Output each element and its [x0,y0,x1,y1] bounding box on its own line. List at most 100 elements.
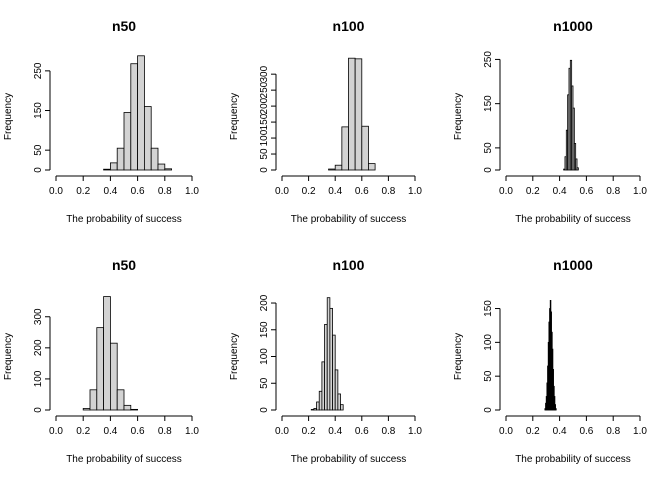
x-axis-label: The probability of success [291,214,407,225]
x-tick-label: 1.0 [185,186,199,197]
histogram-bar [150,147,159,171]
y-tick-label: 0 [483,167,494,173]
x-tick-label: 0.0 [499,186,513,197]
x-tick-label: 1.0 [633,426,647,437]
y-axis-label: Frequency [229,333,240,380]
x-tick-label: 0.2 [302,426,316,437]
y-tick-label: 100 [483,334,494,351]
histogram-bar [137,55,145,171]
histogram-panel: n1000 0.0 0.2 0.4 0.6 0.8 1.0 0 50 100 150 The prob… [453,257,647,465]
x-tick-label: 1.0 [408,426,422,437]
y-tick-label: 100 [259,348,270,365]
x-tick-label: 0.6 [579,186,593,197]
histogram-bar [576,167,579,171]
x-tick-label: 0.0 [49,186,63,197]
histogram-bar [130,408,139,411]
histogram-bar [348,57,356,171]
x-tick-label: 0.4 [103,426,117,437]
histogram-bar [103,296,111,411]
x-axis-label: The probability of success [66,454,182,465]
x-tick-label: 0.4 [328,426,342,437]
x-tick-label: 0.4 [553,186,567,197]
y-tick-label: 150 [33,102,44,119]
histogram-bar [130,63,139,171]
x-tick-label: 1.0 [185,426,199,437]
histogram-bar [164,168,173,171]
y-tick-label: 0 [33,407,44,413]
x-tick-label: 0.0 [49,426,63,437]
y-axis-label: Frequency [453,333,464,380]
y-tick-label: 100 [33,370,44,387]
histogram-bar [575,158,578,171]
histogram-bar [573,143,577,171]
histogram-bar [123,404,132,411]
histogram-bar [334,164,343,171]
panel-title: n100 [333,257,365,273]
histogram-bar [157,163,166,171]
panel-title: n50 [112,18,136,34]
x-axis-label: The probability of success [515,214,631,225]
histogram-bar [555,408,557,411]
histogram-panel: n100 0.0 0.2 0.4 0.6 0.8 1.0 0 50 100150200250300… [229,18,422,225]
y-tick-label: 150 [483,300,494,317]
x-tick-label: 0.2 [76,426,90,437]
histogram-bar [116,389,125,411]
y-tick-label: 50 [483,370,494,382]
histogram-bar [340,404,344,411]
y-axis-label: Frequency [453,93,464,140]
y-tick-label: 300 [259,65,270,82]
histogram-bar [572,107,575,171]
histogram-panel: n50 0.0 0.2 0.4 0.6 0.8 1.0 0 100 200 300 The proba… [3,257,199,465]
histogram-bar [328,168,336,171]
y-tick-label: 150 [483,95,494,112]
x-tick-label: 0.8 [381,426,395,437]
x-tick-label: 0.6 [355,186,369,197]
y-tick-label: 0 [33,167,44,173]
histogram-bar [368,163,376,171]
y-tick-label: 150 [259,321,270,338]
y-axis-label: Frequency [3,333,14,380]
y-tick-label: 200 [33,339,44,356]
histogram-bar [116,147,125,171]
histogram-bar [110,342,118,411]
histogram-bar [89,389,98,411]
y-axis-label: Frequency [229,93,240,140]
x-tick-label: 0.2 [526,186,540,197]
x-tick-label: 0.4 [328,186,342,197]
x-axis-label: The probability of success [291,454,407,465]
y-tick-label: 0 [259,167,270,173]
histogram-bar [143,106,152,171]
x-tick-label: 0.6 [579,426,593,437]
y-tick-label: 250 [483,51,494,68]
x-axis-label: The probability of success [515,454,631,465]
y-tick-label: 300 [33,308,44,325]
y-tick-label: 50 [483,142,494,154]
histogram-bar [341,126,349,171]
y-tick-label: 50 [259,377,270,389]
y-tick-label: 0 [483,407,494,413]
x-tick-label: 0.8 [158,186,172,197]
x-tick-label: 0.6 [355,426,369,437]
x-tick-label: 0.2 [526,426,540,437]
histogram-bar [361,125,369,171]
x-tick-label: 0.2 [302,186,316,197]
histogram-bar [110,162,118,171]
y-tick-label: 50 [33,144,44,156]
x-tick-label: 0.8 [381,186,395,197]
panel-title: n100 [333,18,365,34]
x-tick-label: 0.8 [158,426,172,437]
histogram-bar [123,112,132,171]
x-tick-label: 0.0 [275,426,289,437]
histogram-panel: n100 0.0 0.2 0.4 0.6 0.8 1.0 0 50 100 150 200 The pr… [229,257,422,465]
histogram-bar [82,408,91,411]
x-tick-label: 0.6 [131,426,145,437]
histogram-bar [337,393,341,411]
x-tick-label: 1.0 [408,186,422,197]
histogram-bar [334,369,339,411]
x-tick-label: 0.8 [606,186,620,197]
x-tick-label: 0.0 [499,426,513,437]
x-tick-label: 0.4 [553,426,567,437]
y-tick-label: 250 [259,81,270,98]
x-tick-label: 1.0 [633,186,647,197]
